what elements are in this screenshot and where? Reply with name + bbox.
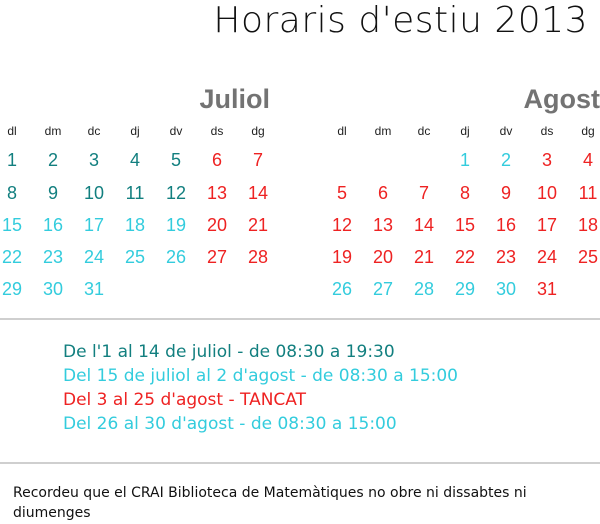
calendar-day: 4: [129, 150, 140, 170]
closing-note: Recordeu que el CRAI Biblioteca de Matem…: [13, 485, 527, 521]
calendar-day: 15: [1, 215, 23, 235]
page-title: Horaris d'estiu 2013: [213, 0, 588, 41]
calendar-day: 25: [124, 247, 146, 267]
calendar-day: 13: [372, 215, 394, 235]
calendar-day: 7: [252, 150, 263, 170]
calendar-day: 7: [418, 183, 429, 203]
calendar-day: 16: [495, 215, 517, 235]
calendar-day: 6: [211, 150, 222, 170]
month-title: Juliol: [199, 84, 270, 114]
calendar-day: 26: [165, 247, 187, 267]
calendar-day: 12: [165, 183, 187, 203]
calendar-day: 15: [454, 215, 476, 235]
calendar-day: 21: [247, 215, 269, 235]
calendar-day: 14: [247, 183, 269, 203]
weekday-label: dv: [169, 124, 183, 138]
weekday-label: dc: [87, 124, 101, 138]
calendar-day: 18: [577, 215, 599, 235]
weekday-label: dm: [44, 124, 62, 138]
calendar-day: 9: [500, 183, 511, 203]
calendar-day: 27: [372, 279, 394, 299]
weekday-header-row: dl dm dc dj dv ds dg: [330, 124, 600, 140]
weekday-label: dm: [374, 124, 392, 138]
calendar-day: 24: [536, 247, 558, 267]
calendar-day: 27: [206, 247, 228, 267]
legend-line: Del 15 de juliol al 2 d'agost - de 08:30…: [63, 366, 459, 386]
weekday-label: dl: [7, 124, 17, 138]
calendar-day: 6: [377, 183, 388, 203]
calendar-day: 8: [459, 183, 470, 203]
calendar-day: 29: [454, 279, 476, 299]
legend-line: Del 26 al 30 d'agost - de 08:30 a 15:00: [63, 414, 397, 434]
weekday-label: dg: [251, 124, 265, 138]
calendar-day: 30: [42, 279, 64, 299]
calendar-day: 18: [124, 215, 146, 235]
calendar-day: 22: [1, 247, 23, 267]
calendar-day: 8: [6, 183, 17, 203]
calendar-day: 28: [413, 279, 435, 299]
calendar-day: 3: [541, 150, 552, 170]
calendar-day: 30: [495, 279, 517, 299]
calendar-day: 28: [247, 247, 269, 267]
weekday-label: ds: [210, 124, 224, 138]
calendar-day: 31: [536, 279, 558, 299]
weekday-header-row: dl dm dc dj dv ds dg: [0, 124, 270, 140]
calendar-day: 25: [577, 247, 599, 267]
calendar-day: 9: [47, 183, 58, 203]
calendar-day: 17: [536, 215, 558, 235]
calendar-day: 23: [495, 247, 517, 267]
calendar-day: 26: [331, 279, 353, 299]
divider: [0, 462, 600, 464]
calendar-day: 19: [165, 215, 187, 235]
calendar-day: 23: [42, 247, 64, 267]
weekday-label: dj: [460, 124, 470, 138]
weekday-label: dl: [337, 124, 347, 138]
weekday-label: dv: [499, 124, 513, 138]
divider: [0, 318, 600, 320]
weekday-label: dj: [130, 124, 140, 138]
calendar-day: 16: [42, 215, 64, 235]
calendar-day: 1: [6, 150, 17, 170]
calendar-day: 24: [83, 247, 105, 267]
legend-line: De l'1 al 14 de juliol - de 08:30 a 19:3…: [63, 342, 395, 362]
calendar-day: 3: [88, 150, 99, 170]
calendar-day: 2: [500, 150, 511, 170]
calendar-day: 21: [413, 247, 435, 267]
calendar-day: 31: [83, 279, 105, 299]
calendar-day: 11: [125, 183, 145, 203]
month-title: Agost: [523, 84, 600, 114]
calendar-day: 10: [83, 183, 105, 203]
calendar-day: 14: [413, 215, 435, 235]
calendar-day: 1: [459, 150, 470, 170]
calendar-day: 5: [170, 150, 181, 170]
weekday-label: dg: [581, 124, 595, 138]
weekday-label: ds: [540, 124, 554, 138]
calendar-day: 10: [536, 183, 558, 203]
calendar-day: 20: [206, 215, 228, 235]
calendar-day: 4: [582, 150, 593, 170]
calendar-day: 11: [578, 183, 598, 203]
calendar-day: 12: [331, 215, 353, 235]
calendar-day: 2: [47, 150, 58, 170]
legend-line: Del 3 al 25 d'agost - TANCAT: [63, 390, 306, 410]
calendar-day: 19: [331, 247, 353, 267]
calendar-day: 20: [372, 247, 394, 267]
calendar-day: 22: [454, 247, 476, 267]
schedule-legend: De l'1 al 14 de juliol - de 08:30 a 19:3…: [63, 340, 458, 436]
calendar-day: 17: [83, 215, 105, 235]
calendar-day: 29: [1, 279, 23, 299]
calendar-day: 5: [336, 183, 347, 203]
calendar-day: 13: [206, 183, 228, 203]
weekday-label: dc: [417, 124, 431, 138]
